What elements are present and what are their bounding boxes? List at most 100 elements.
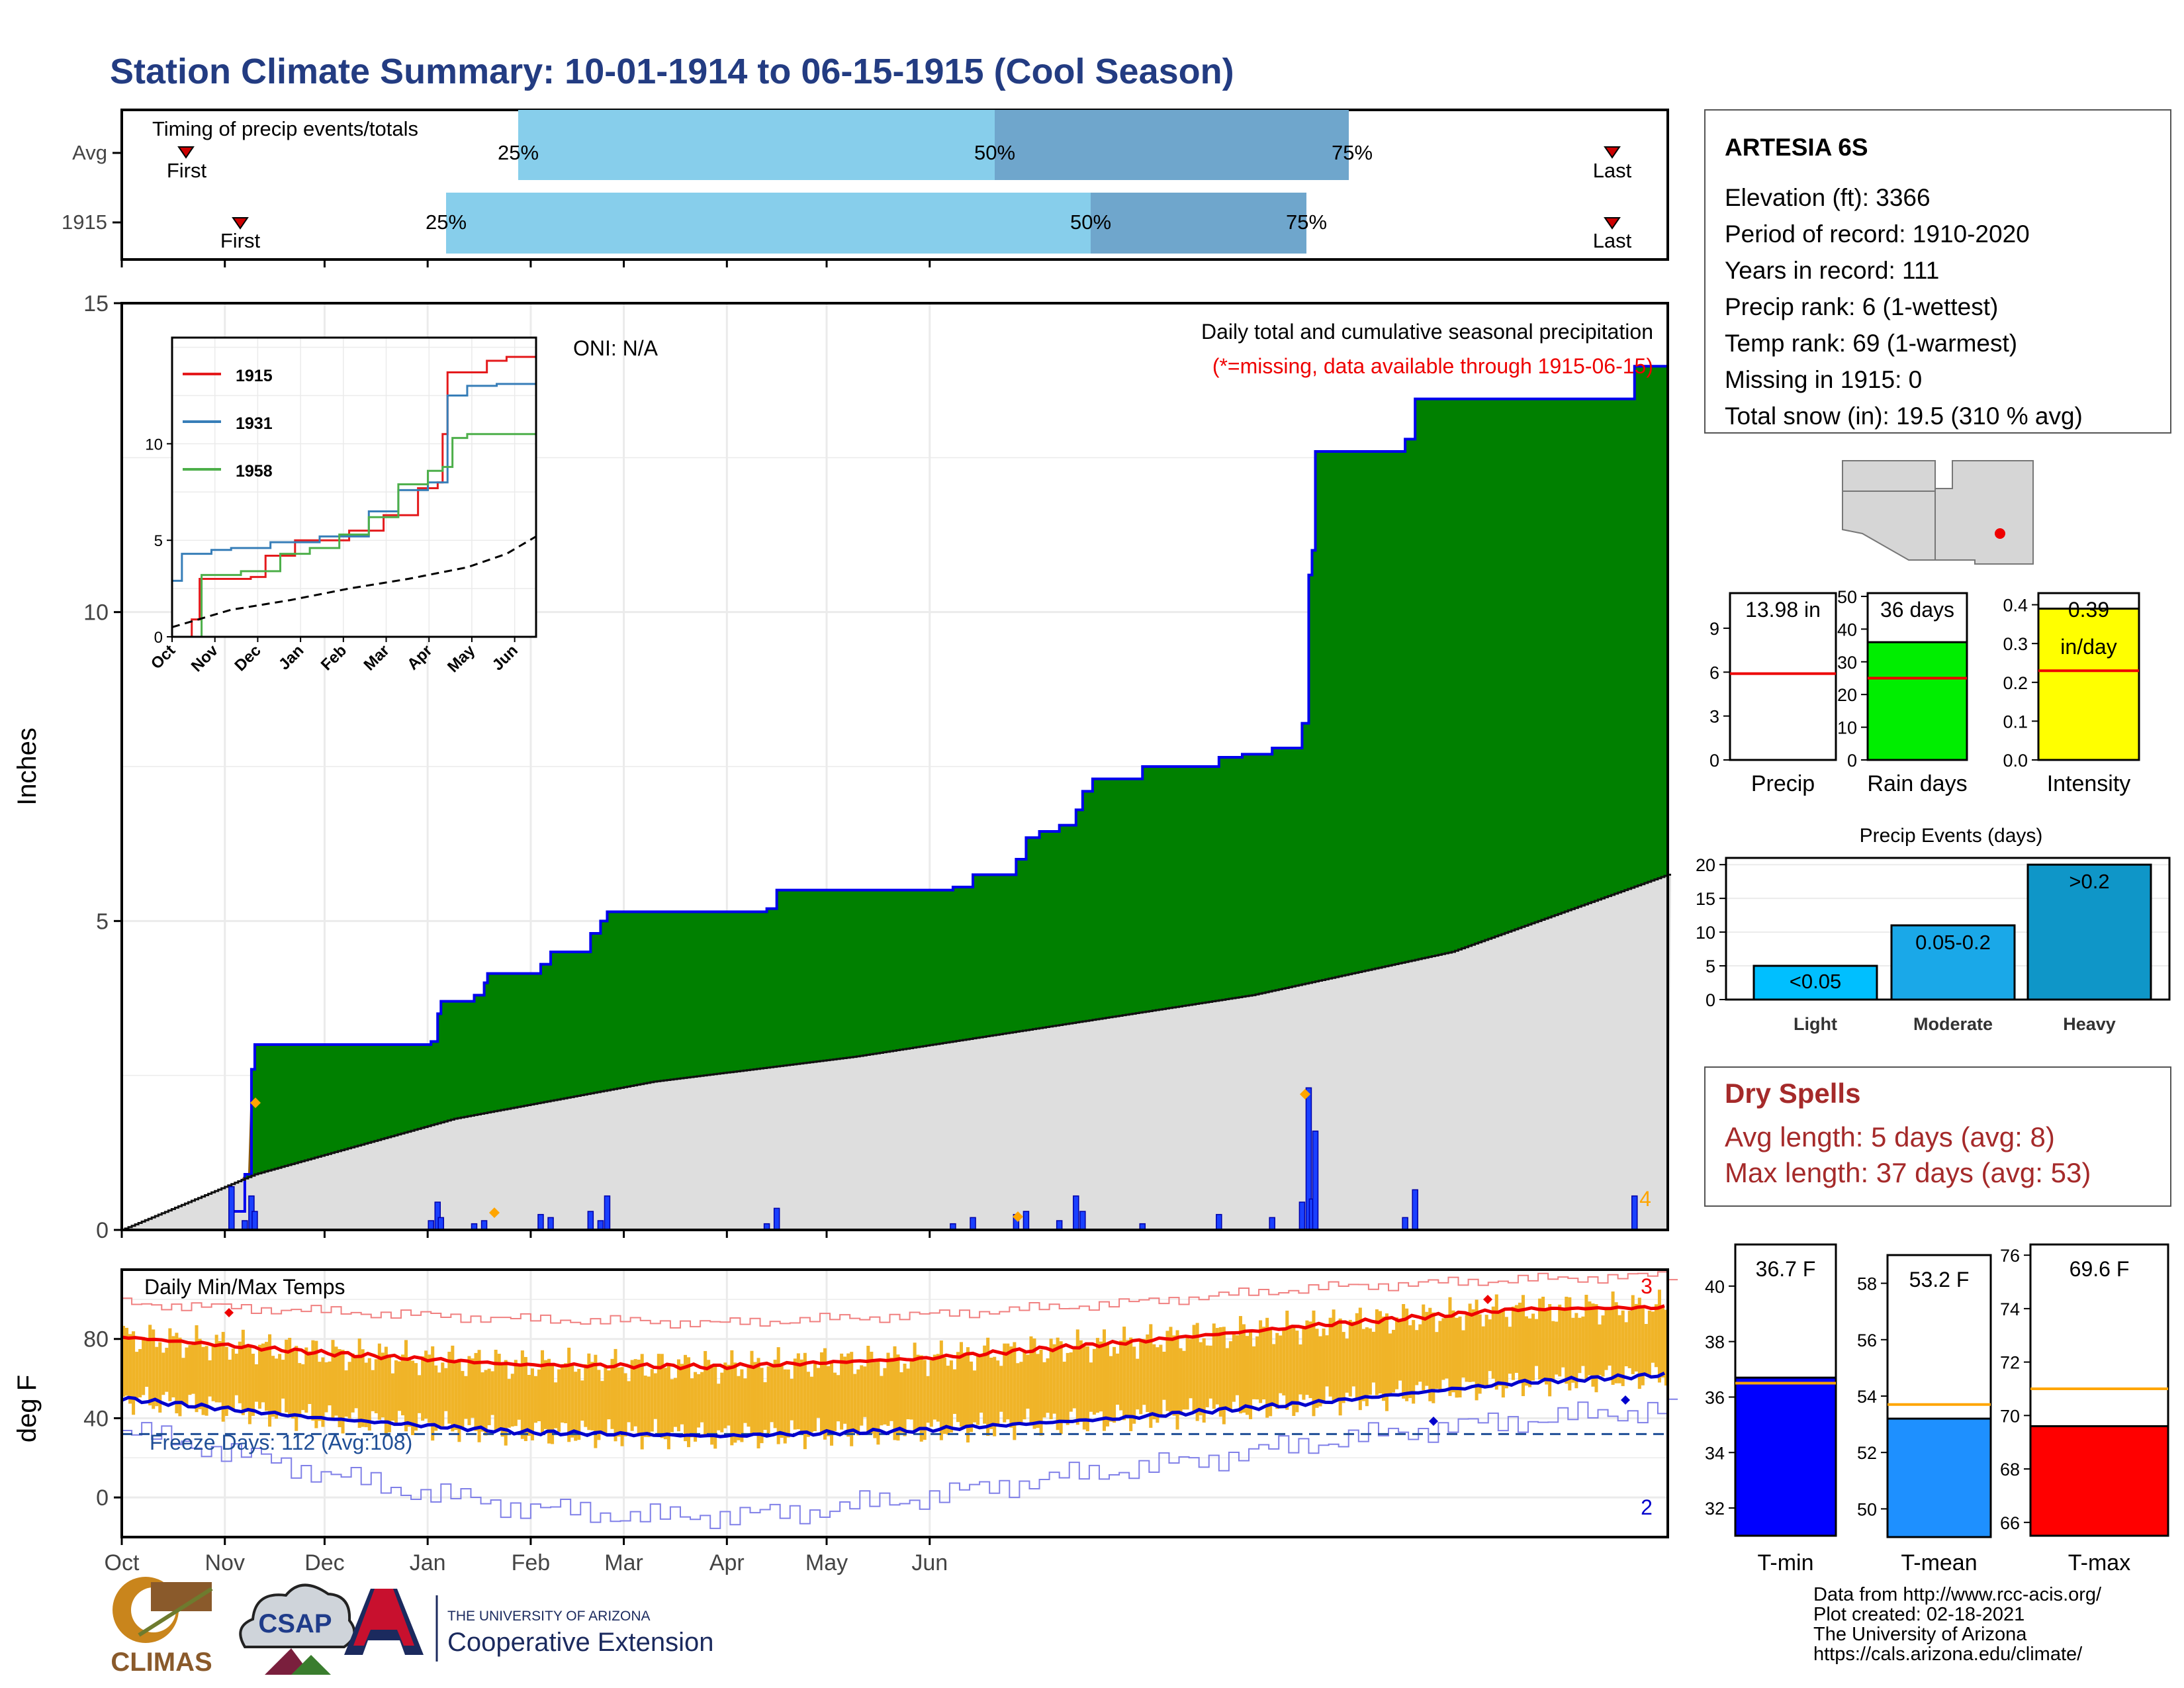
temp-daily-bar: [926, 1376, 930, 1423]
summary-bar-ytick: 3: [1709, 707, 1719, 727]
summary-bar-ytick: 9: [1709, 619, 1719, 639]
temp-daily-bar: [1644, 1324, 1648, 1374]
temp-daily-bar: [1195, 1323, 1199, 1421]
timing-label: Timing of precip events/totals: [152, 117, 418, 140]
temp-daily-bar: [1169, 1327, 1173, 1413]
temp-daily-bar: [993, 1356, 997, 1436]
temp-daily-bar: [132, 1331, 136, 1415]
temp-daily-bar: [397, 1361, 401, 1411]
temp-daily-bar: [254, 1364, 258, 1402]
temp-daily-bar: [1116, 1353, 1120, 1405]
temp-daily-bar: [554, 1382, 558, 1429]
temp-daily-bar: [1402, 1304, 1406, 1399]
timing-1915-last-marker: [1604, 217, 1621, 230]
temp-daily-bar: [1348, 1319, 1352, 1397]
precip-daily-bar: [773, 1207, 780, 1231]
temp-daily-bar: [733, 1362, 737, 1443]
temp-daily-bar: [544, 1360, 548, 1429]
temp-daily-bar: [650, 1369, 654, 1432]
temp-daily-bar: [1315, 1329, 1319, 1408]
temp-daily-bar: [135, 1352, 139, 1399]
inset-ytick-label: 10: [145, 436, 163, 453]
precip-missing-note: (*=missing, data available through 1915-…: [1212, 354, 1653, 378]
temp-daily-bar: [1242, 1324, 1246, 1413]
temp-daily-bar: [281, 1360, 285, 1399]
temp-daily-bar: [620, 1367, 624, 1446]
precip-daily-bar: [1269, 1217, 1275, 1231]
temp-daily-bar: [361, 1349, 365, 1427]
oni-label: ONI: N/A: [573, 336, 659, 360]
temp-daily-bar: [1385, 1313, 1389, 1411]
temp-daily-bar: [809, 1376, 813, 1432]
temp-daily-bar: [1538, 1298, 1542, 1380]
temp-daily-bar: [610, 1358, 614, 1429]
temp-daily-bar: [418, 1375, 422, 1413]
precip-max-marker: [250, 1098, 261, 1108]
temp-daily-bar: [710, 1364, 714, 1445]
temp-daily-bar: [1029, 1336, 1033, 1426]
temp-daily-bar: [390, 1373, 394, 1421]
temp-daily-bar: [933, 1354, 936, 1420]
timing-panel: Timing of precip events/totals Avg 25% 5…: [62, 109, 1669, 267]
temp-daily-bar: [138, 1348, 142, 1398]
temp-daily-bar: [633, 1359, 637, 1427]
events-category-label: Heavy: [2063, 1014, 2116, 1034]
temp-daily-bar: [587, 1353, 591, 1430]
temp-daily-bar: [1032, 1338, 1036, 1429]
temp-daily-bar: [357, 1338, 361, 1429]
temp-daily-bar: [1365, 1327, 1369, 1407]
temp-daily-bar: [999, 1366, 1003, 1412]
temp-daily-bar: [533, 1376, 537, 1423]
temp-daily-bar: [1531, 1313, 1535, 1381]
temp-daily-bar: [1594, 1304, 1598, 1393]
temp-daily-bar: [431, 1346, 435, 1441]
summary-bar-label: Precip: [1751, 771, 1815, 796]
temp-daily-bar: [666, 1364, 670, 1450]
temp-daily-bar: [557, 1369, 561, 1432]
temp-daily-bar: [214, 1335, 218, 1403]
inset-background: [172, 338, 536, 637]
month-tick-label: Apr: [709, 1550, 745, 1575]
temp-daily-bar: [428, 1354, 432, 1423]
temp-daily-bar: [1113, 1346, 1116, 1423]
temp-daily-bar: [241, 1329, 245, 1415]
temp-daily-bar: [1225, 1348, 1229, 1409]
temp-daily-bar: [1471, 1309, 1475, 1382]
station-info-frame: [1704, 109, 2171, 434]
temp-daily-bar: [234, 1353, 238, 1395]
temp-daily-bar: [1099, 1341, 1103, 1412]
temp-daily-bar: [704, 1350, 707, 1438]
station-period: Period of record: 1910-2020: [1725, 220, 2030, 248]
temp-daily-bar: [1514, 1305, 1518, 1373]
temp-daily-bar: [128, 1334, 132, 1404]
precip-average-line: [122, 873, 1672, 1231]
precip-daily-bar: [437, 1217, 445, 1231]
climas-logo-text: CLIMAS: [111, 1648, 212, 1677]
summary-bar-ytick: 40: [1837, 620, 1857, 639]
temp-daily-bar: [866, 1345, 870, 1434]
timing-1915-first-label: First: [220, 229, 261, 252]
temp-daily-bar: [464, 1376, 468, 1419]
temp-daily-bar: [1126, 1340, 1130, 1418]
temp-daily-bar: [663, 1368, 667, 1440]
temp-daily-bar: [364, 1362, 368, 1427]
temp-daily-bar: [1445, 1315, 1449, 1379]
temp-daily-bar: [208, 1360, 212, 1397]
temp-daily-bar: [1458, 1316, 1462, 1398]
precip-marker-apr: [1300, 1089, 1310, 1100]
temp-daily-bar: [504, 1360, 508, 1446]
dry-spells-avg: Avg length: 5 days (avg: 8): [1725, 1121, 2055, 1152]
summary-bar-ytick: 0.1: [2003, 712, 2028, 731]
temp-daily-bar: [1415, 1330, 1419, 1385]
events-ytick: 0: [1706, 990, 1715, 1010]
month-tick-label: Jun: [911, 1550, 948, 1575]
precip-average-area: [122, 874, 1672, 1230]
temp-daily-bar: [1584, 1294, 1588, 1379]
temp-daily-bar: [786, 1369, 790, 1438]
temp-daily-bar: [318, 1362, 322, 1421]
temp-daily-bar: [1611, 1291, 1615, 1385]
temp-daily-bar: [1215, 1328, 1219, 1405]
station-snow: Total snow (in): 19.5 (310 % avg): [1725, 402, 2083, 430]
temp-daily-bar: [487, 1368, 491, 1425]
